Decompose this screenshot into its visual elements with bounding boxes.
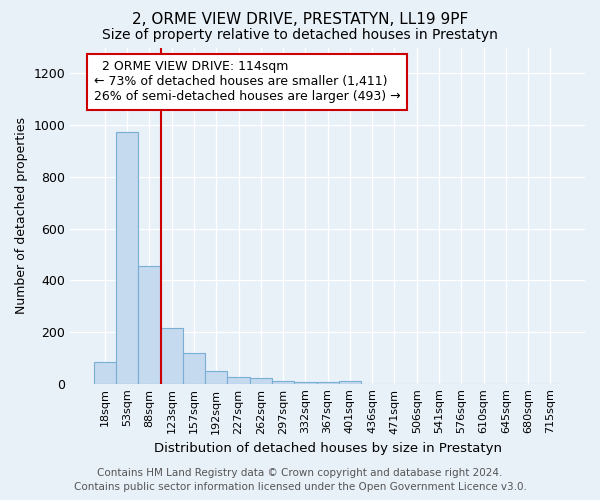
Bar xyxy=(205,371,227,384)
Bar xyxy=(339,381,361,384)
Bar xyxy=(116,132,138,384)
Bar xyxy=(227,377,250,384)
Bar xyxy=(294,382,317,384)
Bar xyxy=(138,266,161,384)
Bar xyxy=(183,352,205,384)
Bar xyxy=(161,328,183,384)
Y-axis label: Number of detached properties: Number of detached properties xyxy=(15,117,28,314)
Text: 2, ORME VIEW DRIVE, PRESTATYN, LL19 9PF: 2, ORME VIEW DRIVE, PRESTATYN, LL19 9PF xyxy=(132,12,468,28)
Text: 2 ORME VIEW DRIVE: 114sqm  
← 73% of detached houses are smaller (1,411)
26% of : 2 ORME VIEW DRIVE: 114sqm ← 73% of detac… xyxy=(94,60,400,104)
Bar xyxy=(94,362,116,384)
Bar xyxy=(250,378,272,384)
Text: Contains HM Land Registry data © Crown copyright and database right 2024.
Contai: Contains HM Land Registry data © Crown c… xyxy=(74,468,526,492)
Bar xyxy=(317,382,339,384)
Bar xyxy=(272,380,294,384)
Text: Size of property relative to detached houses in Prestatyn: Size of property relative to detached ho… xyxy=(102,28,498,42)
X-axis label: Distribution of detached houses by size in Prestatyn: Distribution of detached houses by size … xyxy=(154,442,502,455)
